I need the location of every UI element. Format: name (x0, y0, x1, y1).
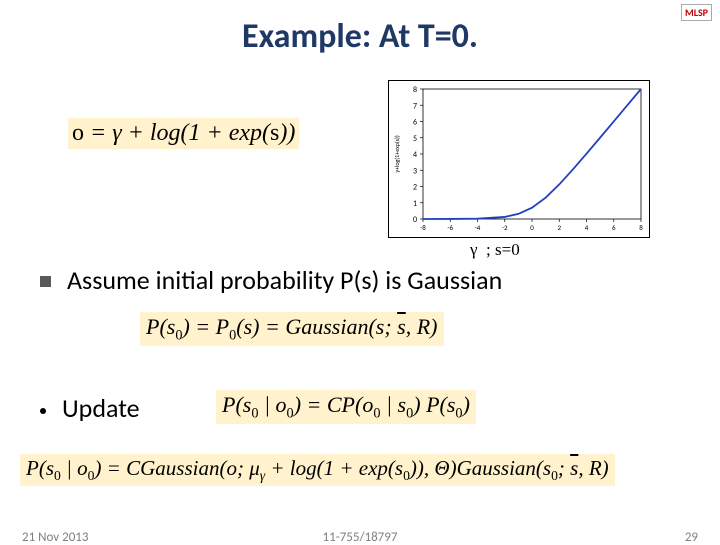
svg-text:6: 6 (413, 118, 417, 128)
footer-course: 11-755/18797 (0, 530, 720, 545)
slide-title: Example: At T=0. (0, 16, 720, 57)
bullet-assume-text: Assume initial probability P(s) is Gauss… (67, 264, 502, 296)
svg-text:8: 8 (413, 85, 417, 95)
svg-text:3: 3 (413, 166, 417, 176)
equation-output-model: o = γ + log(1 + exp(s)) (68, 118, 299, 149)
svg-text:1: 1 (413, 199, 417, 209)
bullet-update-text: Update (62, 392, 140, 424)
equation-posterior-full: P(s0 | o0) = CGaussian(o; μγ + log(1 + e… (20, 454, 615, 486)
svg-text:-4: -4 (475, 223, 481, 232)
svg-text:4: 4 (585, 223, 589, 232)
svg-text:5: 5 (413, 134, 417, 144)
svg-text:-8: -8 (420, 223, 426, 232)
square-bullet-icon (40, 276, 51, 287)
svg-text:-6: -6 (447, 223, 453, 232)
disc-bullet-icon (40, 408, 46, 414)
svg-text:γ+log(1+exp(s)): γ+log(1+exp(s)) (393, 135, 401, 174)
svg-text:0: 0 (413, 215, 417, 225)
footer-page-number: 29 (685, 530, 698, 545)
svg-text:4: 4 (413, 150, 417, 160)
svg-text:6: 6 (612, 223, 616, 232)
equation-prior: P(s0) = P0(s) = Gaussian(s; s, R) (140, 312, 444, 346)
svg-text:2: 2 (557, 223, 561, 232)
svg-text:8: 8 (639, 223, 643, 232)
equation-posterior-short: P(s0 | o0) = CP(o0 | s0) P(s0) (216, 390, 476, 424)
svg-text:2: 2 (413, 183, 417, 193)
bullet-assume: Assume initial probability P(s) is Gauss… (40, 264, 502, 296)
svg-text:0: 0 (530, 223, 534, 232)
bullet-update: Update (40, 392, 140, 424)
softplus-chart: 0 1 2 3 4 5 6 7 8 -8 -6 -4 -2 0 2 4 6 8 γ+log(1+exp(s)) (388, 80, 650, 238)
svg-text:7: 7 (413, 101, 417, 111)
chart-caption: γ ; s=0 (470, 240, 520, 260)
svg-text:-2: -2 (502, 223, 508, 232)
